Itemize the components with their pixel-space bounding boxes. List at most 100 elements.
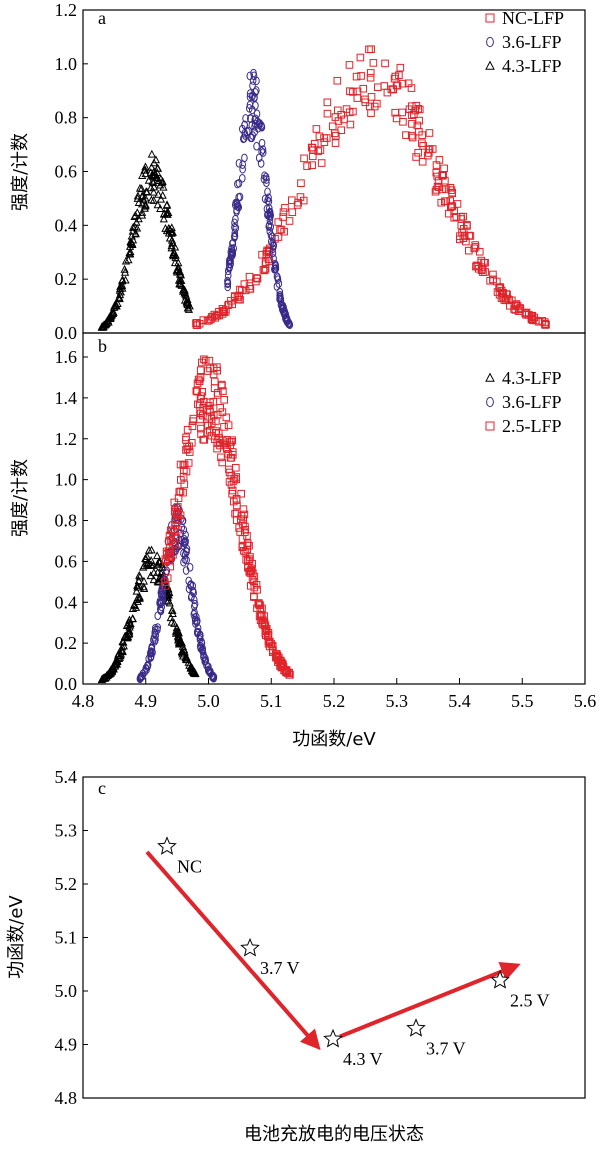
data-point-4.3-LFP [128, 604, 138, 612]
data-point-4.3-LFP [161, 580, 171, 589]
data-point-NC-LFP [288, 208, 297, 217]
data-point-3.6-LFP [253, 86, 260, 95]
data-point-4.3-LFP [163, 210, 172, 218]
y-tick-label: 0.6 [55, 551, 78, 571]
data-point-NC-LFP [407, 84, 416, 92]
y-tick-label: 0.2 [55, 633, 78, 653]
data-point-NC-LFP [515, 305, 523, 314]
data-point-3.6-LFP [269, 244, 277, 254]
data-point-4.3-LFP [182, 297, 191, 306]
data-point-2.5-LFP [171, 521, 180, 530]
data-point-4.3-LFP [174, 258, 183, 267]
data-point-4.3-LFP [137, 207, 147, 216]
data-point-NC-LFP [392, 114, 401, 123]
data-point-4.3-LFP [138, 199, 147, 208]
y-tick-label: 1.4 [55, 388, 78, 408]
data-point-3.6-LFP [266, 226, 274, 236]
data-point-3.6-LFP [267, 222, 275, 232]
data-point-2.5-LFP [245, 568, 254, 576]
data-point-3.6-LFP [249, 81, 256, 91]
data-point-2.5-LFP [172, 509, 181, 518]
data-point-3.6-LFP [228, 244, 235, 253]
data-point-NC-LFP [333, 76, 342, 85]
data-point-3.6-LFP [283, 317, 291, 326]
data-point-4.3-LFP [175, 267, 185, 276]
data-point-2.5-LFP [189, 417, 197, 426]
data-point-NC-LFP [234, 295, 243, 304]
data-point-4.3-LFP [148, 177, 157, 186]
data-point-4.3-LFP [126, 247, 135, 256]
data-point-NC-LFP [366, 69, 375, 77]
state-label: 3.7 V [426, 1038, 466, 1058]
data-point-4.3-LFP [183, 303, 192, 312]
data-point-3.6-LFP [143, 665, 150, 674]
data-point-3.6-LFP [148, 643, 155, 653]
panel-c-ylabel: 功函数/eV [6, 895, 27, 979]
data-point-NC-LFP [466, 232, 475, 240]
data-point-4.3-LFP [113, 656, 122, 665]
data-point-3.6-LFP [269, 248, 277, 258]
data-point-4.3-LFP [119, 641, 128, 650]
data-point-4.3-LFP [186, 662, 196, 671]
data-point-4.3-LFP [131, 228, 140, 237]
legend-label-NC-LFP: NC-LFP [502, 8, 564, 28]
data-point-4.3-LFP [124, 618, 134, 626]
data-point-NC-LFP [241, 286, 250, 295]
data-point-NC-LFP [381, 59, 389, 68]
data-point-4.3-LFP [125, 626, 134, 634]
data-point-2.5-LFP [163, 550, 171, 559]
data-point-4.3-LFP [130, 222, 139, 231]
data-point-3.6-LFP [272, 264, 280, 273]
legend-marker-NC-LFP [485, 13, 495, 23]
data-point-NC-LFP [236, 285, 244, 294]
data-point-NC-LFP [541, 320, 549, 329]
data-point-NC-LFP [261, 265, 270, 273]
x-tick-label: 5.4 [448, 691, 471, 711]
y-tick-label: 4.8 [55, 1088, 78, 1108]
data-point-NC-LFP [440, 164, 448, 173]
x-tick-label: 4.8 [72, 691, 95, 711]
data-point-2.5-LFP [273, 652, 282, 660]
shared-x-ticks: 4.8 4.9 5.0 5.1 5.2 5.3 5.4 5.5 5.6 [72, 678, 596, 711]
data-point-NC-LFP [374, 83, 382, 92]
data-point-4.3-LFP [153, 200, 162, 209]
data-point-4.3-LFP [141, 162, 150, 171]
data-point-4.3-LFP [155, 556, 164, 565]
data-point-4.3-LFP [174, 628, 183, 637]
state-star-marker [323, 1028, 343, 1048]
data-point-NC-LFP [510, 305, 518, 313]
data-point-4.3-LFP [99, 322, 108, 331]
data-point-2.5-LFP [236, 528, 245, 536]
data-point-4.3-LFP [175, 279, 184, 288]
y-tick-label: 0.6 [55, 162, 78, 182]
data-point-2.5-LFP [250, 583, 259, 592]
data-point-2.5-LFP [220, 395, 229, 404]
data-point-2.5-LFP [235, 524, 243, 532]
data-point-NC-LFP [415, 116, 423, 125]
data-point-2.5-LFP [265, 638, 274, 647]
data-point-3.6-LFP [245, 126, 253, 136]
shared-x-axis-label: 功函数/eV [292, 729, 376, 750]
panel-b: b 强度/计数 0.00.20.40.60.81.01.21.41.6 4.8 4… [10, 332, 596, 750]
data-point-2.5-LFP [213, 444, 221, 453]
data-point-3.6-LFP [235, 158, 243, 168]
state-star-marker [240, 937, 260, 957]
data-point-NC-LFP [261, 260, 270, 269]
data-point-3.6-LFP [154, 625, 161, 635]
data-point-4.3-LFP [168, 606, 177, 614]
data-point-2.5-LFP [213, 363, 221, 371]
data-point-4.3-LFP [183, 294, 192, 303]
data-point-3.6-LFP [270, 254, 277, 263]
data-point-NC-LFP [446, 197, 454, 205]
data-point-4.3-LFP [149, 182, 159, 191]
data-point-NC-LFP [235, 291, 243, 300]
data-point-3.6-LFP [188, 592, 195, 601]
data-point-3.6-LFP [258, 138, 266, 148]
data-point-4.3-LFP [121, 256, 131, 265]
data-point-2.5-LFP [197, 430, 205, 438]
data-point-4.3-LFP [104, 317, 113, 326]
data-point-3.6-LFP [285, 319, 293, 329]
data-point-2.5-LFP [177, 476, 185, 484]
data-point-2.5-LFP [196, 366, 205, 375]
panel-c: c 功函数/eV 4.8 4.9 5.0 5.1 5.2 5.3 5.4 NC 3.7 V 4.… [6, 767, 586, 1145]
